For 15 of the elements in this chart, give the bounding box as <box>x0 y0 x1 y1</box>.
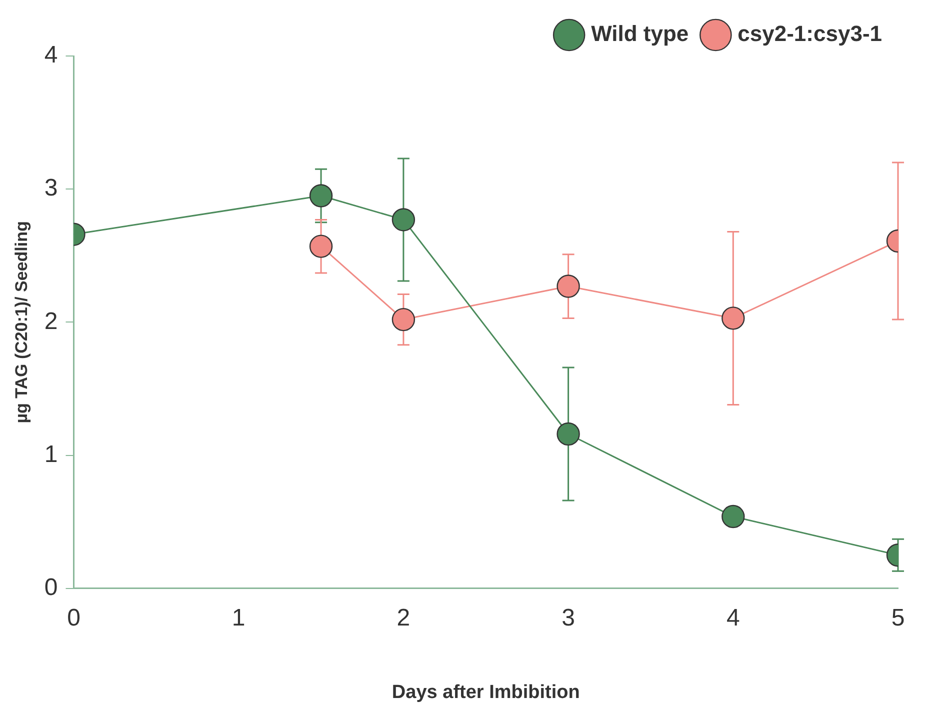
x-axis-title: Days after Imbibition <box>392 682 580 703</box>
legend-label: Wild type <box>591 21 689 46</box>
y-tick-label: 4 <box>44 42 58 69</box>
x-tick-label: 0 <box>67 604 80 632</box>
y-tick-label: 2 <box>44 308 58 335</box>
legend-label: csy2-1:csy3-1 <box>738 21 882 46</box>
y-axis-title: µg TAG (C20:1)/ Seedling <box>12 221 31 424</box>
x-tick-label: 2 <box>396 604 410 632</box>
y-tick-label: 3 <box>44 174 58 202</box>
y-tick-label: 1 <box>44 440 58 468</box>
x-tick-label: 3 <box>562 604 575 632</box>
x-tick-label: 5 <box>891 604 905 632</box>
y-tick-label: 0 <box>44 574 58 602</box>
x-tick-label: 1 <box>232 604 246 632</box>
x-tick-label: 4 <box>726 604 740 632</box>
